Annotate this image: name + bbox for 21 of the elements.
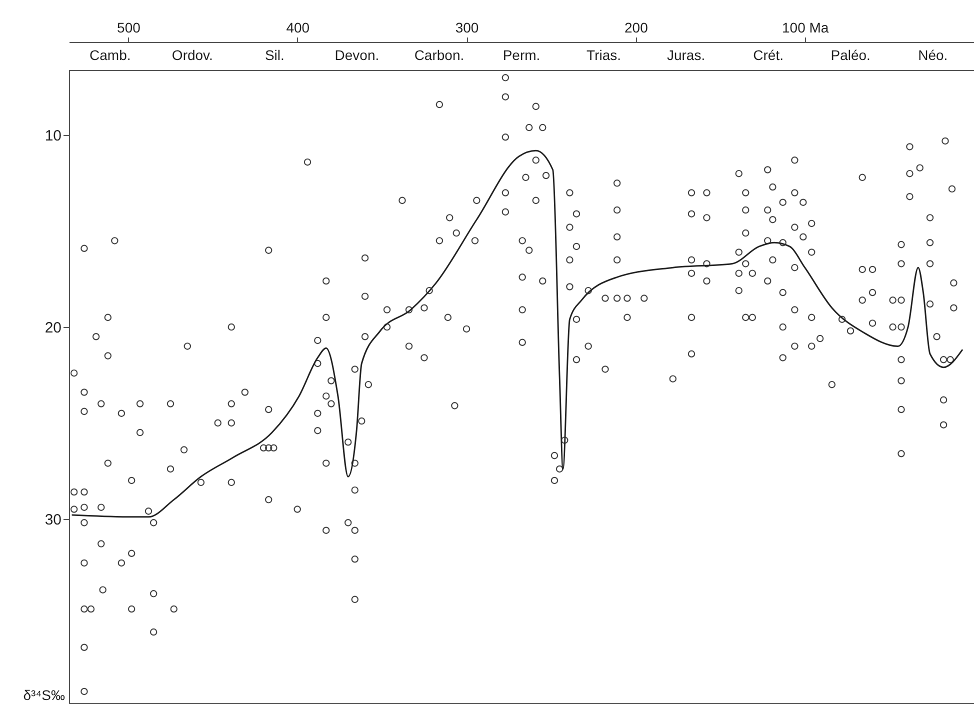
text: Carbon. bbox=[414, 47, 464, 63]
y-axis-title: δ³⁴S‰ bbox=[23, 687, 65, 703]
text: Perm. bbox=[502, 47, 540, 63]
text: Sil. bbox=[264, 47, 284, 63]
x-tick-label: 400 bbox=[286, 20, 310, 36]
text: Camb. bbox=[90, 47, 131, 63]
text: Devon. bbox=[334, 47, 380, 63]
text: Juras. bbox=[666, 47, 706, 63]
y-tick-label: 30 bbox=[44, 511, 62, 528]
text: Trias. bbox=[586, 47, 622, 63]
x-tick-label: 200 bbox=[624, 20, 648, 36]
y-tick-label: 20 bbox=[44, 320, 62, 337]
x-tick-label: 300 bbox=[455, 20, 479, 36]
x-tick-label: 100 Ma bbox=[782, 20, 829, 36]
y-tick-label: 10 bbox=[44, 128, 62, 145]
text: Ordov. bbox=[172, 47, 213, 63]
text: Paléo. bbox=[830, 47, 870, 63]
x-tick-label: 500 bbox=[117, 20, 141, 36]
line-series bbox=[72, 150, 963, 518]
text: Néo. bbox=[918, 47, 948, 63]
text: Crét. bbox=[753, 47, 784, 63]
